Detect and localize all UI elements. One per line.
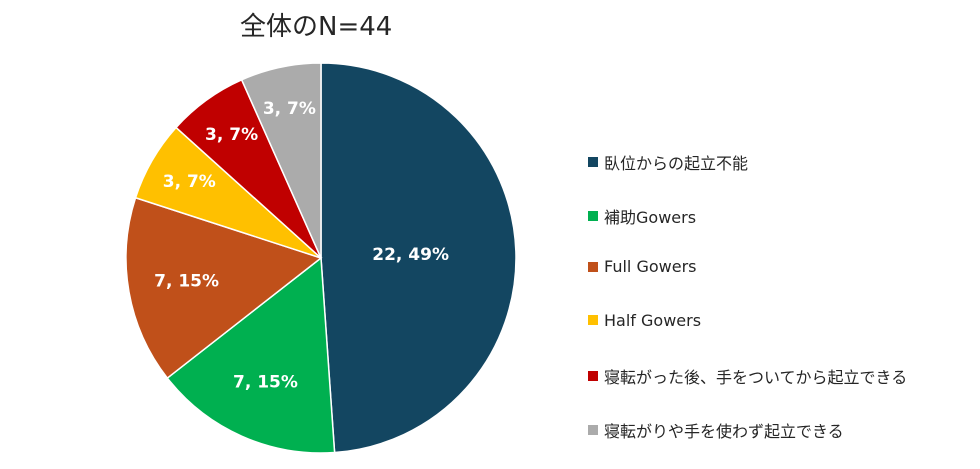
data-label-1: 7, 15% (233, 373, 298, 393)
data-label-0: 22, 49% (372, 245, 449, 265)
pie-slice-1 (166, 256, 336, 454)
legend-item-5: 寝転がりや手を使わず起立できる (588, 418, 844, 442)
data-label-2: 7, 15% (154, 272, 219, 292)
legend-label: Half Gowers (604, 310, 702, 330)
legend-swatch (588, 210, 598, 221)
legend-item-4: 寝転がった後、手をついてから起立できる (588, 364, 907, 388)
legend-swatch (588, 315, 598, 325)
legend-item-0: 臥位からの起立不能 (588, 150, 748, 174)
legend-label: 寝転がった後、手をついてから起立できる (604, 368, 908, 387)
pie-data-labels: 22, 49%7, 15%7, 15%3, 7%3, 7%3, 7% (154, 99, 449, 392)
pie-chart: 22, 49%7, 15%7, 15%3, 7%3, 7%3, 7% (125, 62, 517, 454)
legend-swatch (588, 424, 598, 435)
legend-item-2: Full Gowers (588, 257, 696, 276)
legend-swatch (588, 157, 598, 167)
legend-label: 補助Gowers (604, 207, 697, 227)
data-label-4: 3, 7% (205, 125, 258, 145)
legend-swatch (588, 261, 598, 272)
data-label-3: 3, 7% (163, 172, 216, 192)
legend-item-1: 補助Gowers (588, 204, 696, 228)
chart-title: 全体のN=44 (240, 12, 393, 42)
legend-label: Full Gowers (604, 257, 697, 276)
pie-slice-5 (240, 62, 322, 259)
legend-swatch (588, 371, 598, 381)
pie-slice-0 (320, 62, 517, 454)
legend-item-3: Half Gowers (588, 311, 701, 330)
legend-label: 寝転がりや手を使わず起立できる (604, 421, 844, 441)
pie-slices (125, 62, 517, 454)
data-label-5: 3, 7% (263, 99, 316, 119)
legend-label: 臥位からの起立不能 (604, 154, 749, 173)
